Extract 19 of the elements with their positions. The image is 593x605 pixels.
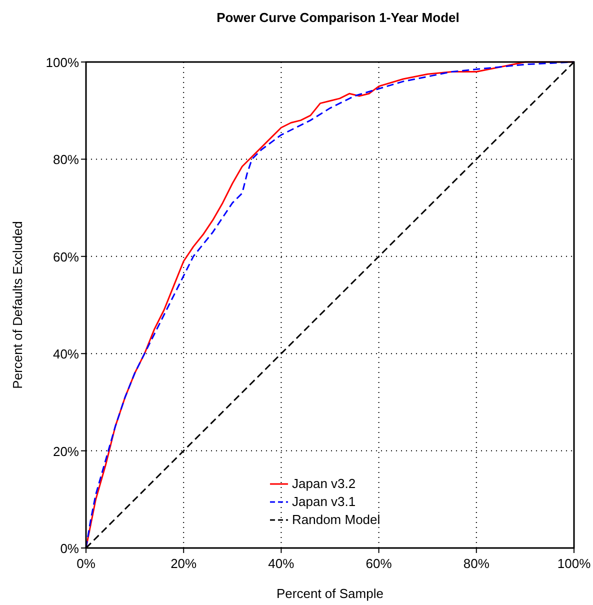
y-tick-label: 60%	[52, 249, 80, 264]
legend-label: Japan v3.2	[292, 476, 356, 491]
x-tick-label: 100%	[557, 556, 592, 571]
legend-label: Japan v3.1	[292, 494, 356, 509]
y-tick-label: 0%	[60, 541, 80, 556]
legend-label: Random Model	[292, 512, 380, 527]
x-tick-label: 60%	[366, 556, 392, 571]
y-axis-title: Percent of Defaults Excluded	[10, 221, 25, 389]
y-tick-label: 40%	[52, 346, 80, 362]
line-series	[85, 61, 575, 549]
x-tick-label: 0%	[76, 556, 96, 571]
x-tick-label: 20%	[170, 556, 198, 571]
y-tick-label: 80%	[52, 152, 80, 168]
y-tick-label: 20%	[52, 444, 80, 459]
chart-title: Power Curve Comparison 1-Year Model	[216, 10, 460, 25]
x-tick-label: 40%	[268, 556, 295, 571]
x-tick-label: 80%	[463, 556, 490, 571]
x-axis-title: Percent of Sample	[276, 586, 384, 601]
y-tick-label: 100%	[46, 55, 80, 70]
